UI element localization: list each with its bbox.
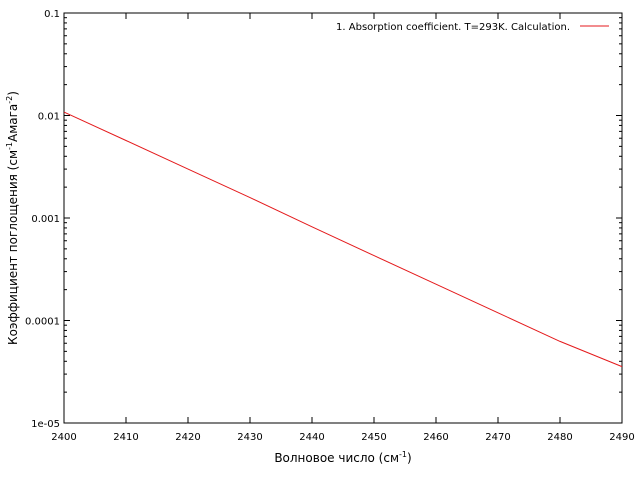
x-tick-label: 2430 bbox=[237, 432, 262, 443]
y-tick-label: 0.01 bbox=[38, 112, 60, 123]
series-line bbox=[63, 111, 623, 368]
y-axis-title-superscript-1: -1 bbox=[5, 142, 14, 150]
x-tick-label: 2410 bbox=[113, 432, 138, 443]
x-tick-label: 2490 bbox=[609, 432, 634, 443]
y-axis-ticks: 1e-05 0.0001 0.001 0.01 0.1 bbox=[25, 9, 622, 430]
x-axis-title: Волновое число (см-1) bbox=[274, 450, 411, 465]
legend: 1. Absorption coefficient. T=293K. Calcu… bbox=[336, 22, 609, 33]
y-axis-title-text: Коэффициент поглощения (см bbox=[6, 150, 20, 345]
series-layer bbox=[63, 111, 623, 368]
x-tick-label: 2470 bbox=[485, 432, 510, 443]
x-axis-title-text: Волновое число (см bbox=[274, 451, 399, 465]
y-tick-label: 1e-05 bbox=[31, 419, 60, 430]
x-tick-label: 2460 bbox=[423, 432, 448, 443]
y-tick-label: 0.1 bbox=[44, 9, 60, 20]
x-tick-label: 2480 bbox=[547, 432, 572, 443]
plot-frame bbox=[63, 12, 623, 424]
x-axis-title-end: ) bbox=[407, 451, 412, 465]
x-tick-label: 2400 bbox=[51, 432, 76, 443]
x-tick-label: 2450 bbox=[361, 432, 386, 443]
y-tick-label: 0.001 bbox=[31, 214, 60, 225]
legend-label: 1. Absorption coefficient. T=293K. Calcu… bbox=[336, 22, 570, 33]
y-axis-title-end: ) bbox=[6, 91, 20, 96]
y-axis-title: Коэффициент поглощения (см-1Амага-2) bbox=[5, 91, 20, 345]
x-axis-ticks: 2400 2410 2420 2430 2440 2450 2460 2470 2480 2490 bbox=[51, 13, 635, 443]
x-tick-label: 2420 bbox=[175, 432, 200, 443]
x-axis-title-superscript: -1 bbox=[399, 450, 407, 459]
x-tick-label: 2440 bbox=[299, 432, 324, 443]
y-tick-label: 0.0001 bbox=[25, 317, 60, 328]
y-axis-title-unit: Амага bbox=[6, 104, 20, 142]
y-axis-title-superscript-2: -2 bbox=[5, 96, 14, 104]
